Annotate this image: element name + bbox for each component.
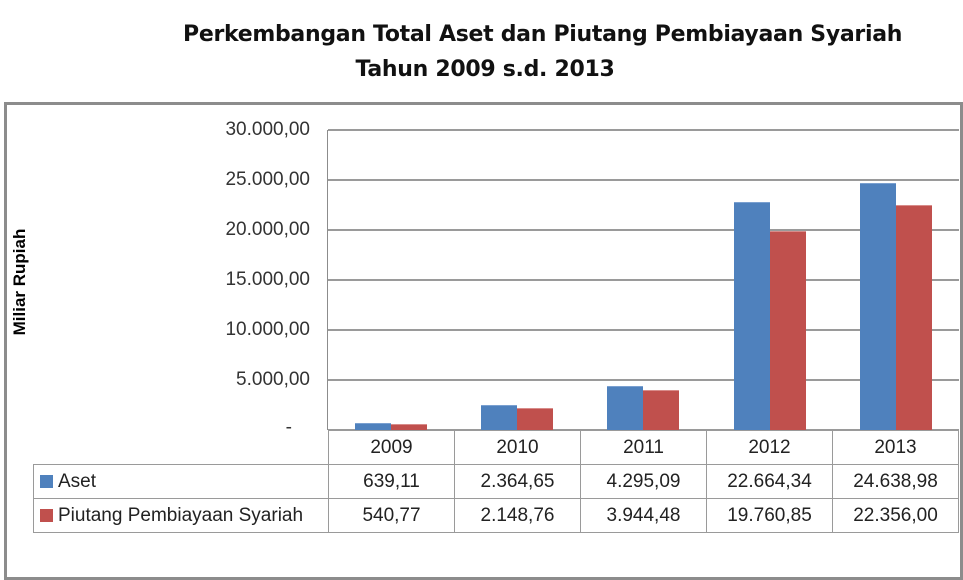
y-tick-label: 5.000,00 <box>236 369 310 390</box>
bar-piutang-2010 <box>517 408 554 430</box>
y-tick-label: 20.000,00 <box>225 219 310 240</box>
gridline <box>328 329 959 331</box>
y-tick-label: - <box>285 417 292 438</box>
year-header: 2009 <box>328 430 455 465</box>
legend-entry-piutang: Piutang Pembiayaan Syariah <box>33 498 329 533</box>
table-cell: 2.148,76 <box>454 498 581 533</box>
table-cell: 4.295,09 <box>580 464 707 499</box>
plot-area <box>327 129 959 431</box>
bar-piutang-2011 <box>643 390 680 430</box>
bar-piutang-2012 <box>769 231 806 430</box>
y-axis-label: Miliar Rupiah <box>10 228 29 336</box>
series-label: Aset <box>58 470 97 492</box>
table-cell: 19.760,85 <box>706 498 833 533</box>
chart-title-line2: Tahun 2009 s.d. 2013 <box>355 57 615 82</box>
legend-swatch-red-icon <box>40 508 53 522</box>
year-header: 2010 <box>454 430 581 465</box>
y-tick-label: 30.000,00 <box>225 119 310 140</box>
table-cell: 2.364,65 <box>454 464 581 499</box>
data-table-row-piutang: Piutang Pembiayaan Syariah 540,77 2.148,… <box>33 498 959 533</box>
year-header: 2011 <box>580 430 707 465</box>
gridline <box>328 279 959 281</box>
bar-aset-2009 <box>355 423 391 430</box>
table-cell: 24.638,98 <box>832 464 959 499</box>
legend-swatch-blue-icon <box>40 474 53 488</box>
table-cell: 540,77 <box>328 498 455 533</box>
bar-piutang-2013 <box>895 205 932 430</box>
legend-entry-aset: Aset <box>33 464 329 499</box>
year-header: 2013 <box>832 430 959 465</box>
series-label: Piutang Pembiayaan Syariah <box>58 504 304 526</box>
bar-aset-2011 <box>607 386 644 430</box>
y-tick-label: 15.000,00 <box>225 269 310 290</box>
bar-aset-2012 <box>733 202 770 430</box>
data-table: 2009 2010 2011 2012 2013 Aset 639,11 2.3… <box>33 430 959 533</box>
bar-aset-2013 <box>859 183 896 430</box>
gridline <box>328 129 959 131</box>
table-cell: 639,11 <box>328 464 455 499</box>
gridline <box>328 379 959 381</box>
gridline <box>328 229 959 231</box>
chart-title-line1: Perkembangan Total Aset dan Piutang Pemb… <box>183 22 903 47</box>
gridline <box>328 179 959 181</box>
bar-aset-2010 <box>481 405 518 430</box>
bar-piutang-2009 <box>391 424 427 430</box>
table-cell: 22.664,34 <box>706 464 833 499</box>
data-table-row-aset: Aset 639,11 2.364,65 4.295,09 22.664,34 … <box>33 464 959 499</box>
year-header: 2012 <box>706 430 833 465</box>
data-table-header-row: 2009 2010 2011 2012 2013 <box>33 430 959 465</box>
table-cell: 3.944,48 <box>580 498 707 533</box>
y-tick-label: 10.000,00 <box>225 319 310 340</box>
y-tick-label: 25.000,00 <box>225 169 310 190</box>
table-cell: 22.356,00 <box>832 498 959 533</box>
data-table-corner <box>33 430 329 465</box>
